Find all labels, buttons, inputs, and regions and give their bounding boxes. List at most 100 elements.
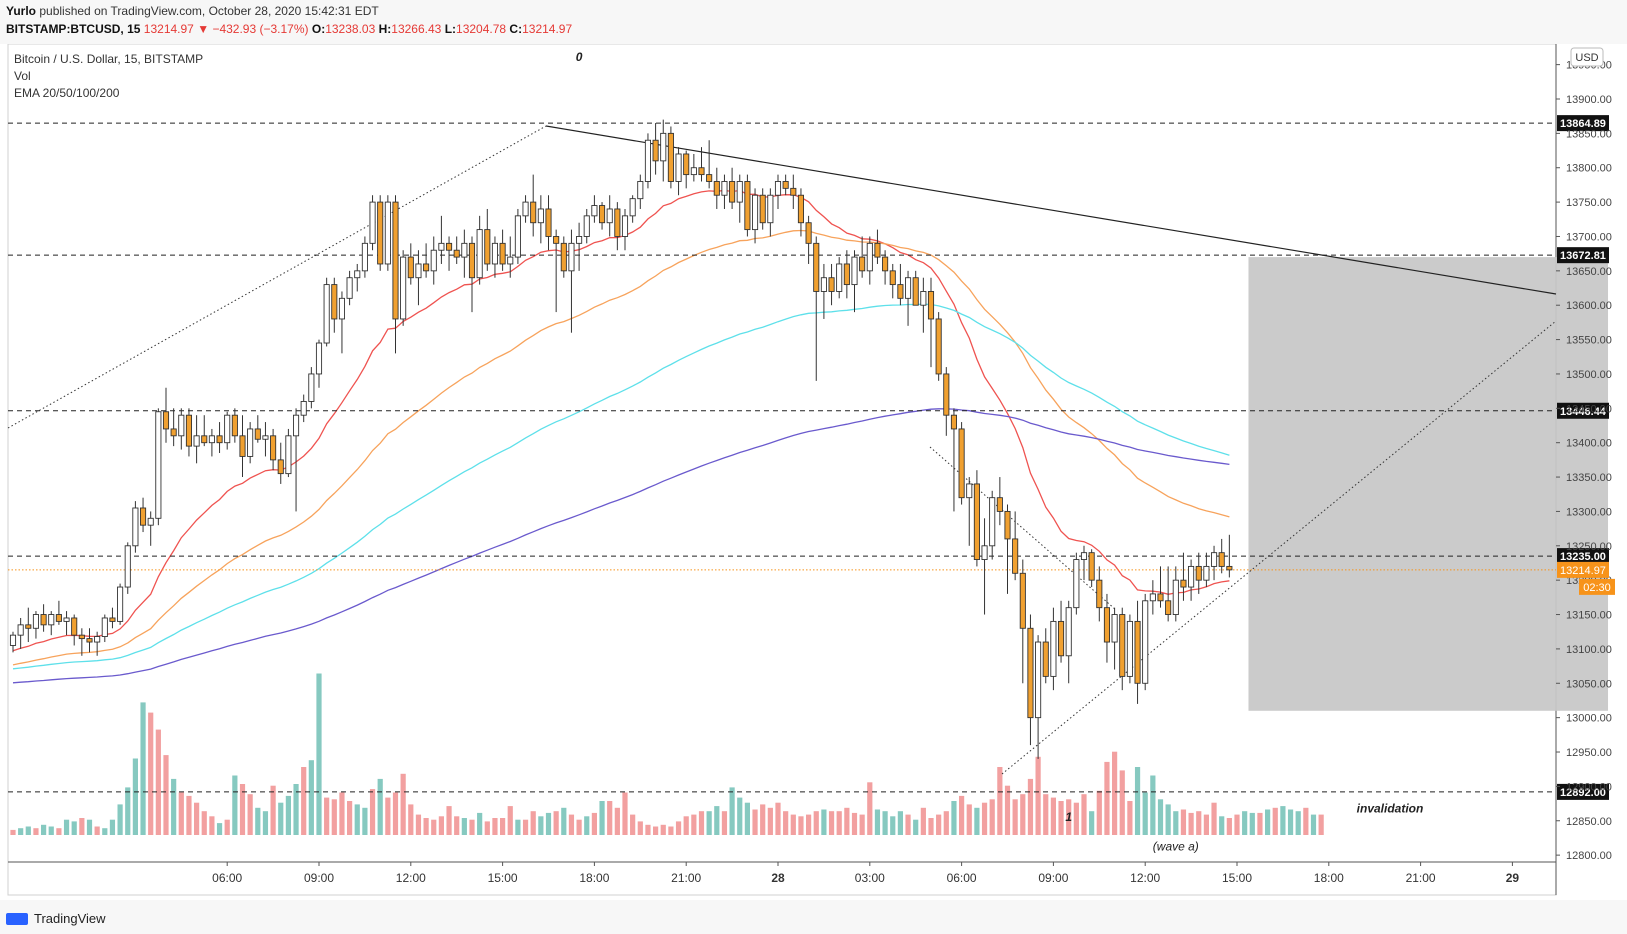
price-tick-label: 13500.00 xyxy=(1566,369,1612,381)
volume-bar xyxy=(178,792,184,835)
volume-bar xyxy=(308,760,314,835)
trendline-dotted-bottom xyxy=(1001,320,1557,775)
candle-body xyxy=(851,256,858,286)
volume-bar xyxy=(729,787,735,835)
volume-bar xyxy=(989,799,995,835)
volume-bar xyxy=(1219,816,1225,835)
candle-body xyxy=(629,198,636,217)
candle-body xyxy=(530,201,537,224)
footer: TradingView xyxy=(0,900,1627,934)
candle-body xyxy=(828,277,835,292)
volume-bar xyxy=(959,795,965,835)
volume-bar xyxy=(377,778,383,835)
volume-bar xyxy=(423,818,429,835)
volume-bar xyxy=(270,785,276,835)
candle-body xyxy=(912,277,919,306)
candle-body xyxy=(683,153,690,176)
volume-bar xyxy=(806,814,812,835)
candle-body xyxy=(1111,614,1118,643)
legend-vol[interactable]: Vol xyxy=(14,69,31,83)
volume-bar xyxy=(591,812,597,835)
volume-bar xyxy=(1012,799,1018,835)
volume-bar xyxy=(530,811,536,835)
volume-bar xyxy=(897,811,903,835)
volume-bar xyxy=(737,797,743,835)
volume-bar xyxy=(385,797,391,835)
volume-bar xyxy=(132,758,138,835)
price-tick-label: 13550.00 xyxy=(1566,335,1612,347)
ema-100-line xyxy=(12,303,1230,670)
volume-bar xyxy=(630,814,636,835)
tradingview-logo-icon xyxy=(6,912,28,925)
ema-200-line xyxy=(12,408,1230,684)
price-axis[interactable]: 13864.89 13672.81 13446.44 13235.00 12892.00… xyxy=(1556,60,1615,863)
horizontal-levels xyxy=(8,122,1556,793)
candle-body xyxy=(101,617,108,637)
candle-body xyxy=(384,201,391,265)
candle-body xyxy=(1004,510,1011,540)
symbol[interactable]: BITSTAMP:BTCUSD, 15 xyxy=(6,22,141,36)
volume-bar xyxy=(209,816,215,835)
volume-bar xyxy=(1119,770,1125,835)
volume-bar xyxy=(18,828,24,835)
candle-body xyxy=(560,242,567,272)
candle-body xyxy=(1134,620,1141,684)
candle-body xyxy=(55,614,62,622)
legend-title[interactable]: Bitcoin / U.S. Dollar, 15, BITSTAMP xyxy=(14,52,203,66)
price-tick-label: 13800.00 xyxy=(1566,163,1612,175)
candle-body xyxy=(813,242,820,292)
volume-bar xyxy=(163,755,169,835)
high-value: 13266.43 xyxy=(391,22,442,36)
level-tag-label: 12892.00 xyxy=(1560,787,1606,799)
candle-body xyxy=(1012,538,1019,574)
currency-badge[interactable]: USD xyxy=(1570,47,1604,67)
candle-body xyxy=(866,242,873,272)
volume-bar xyxy=(890,816,896,835)
candle-body xyxy=(905,277,912,299)
candle-body xyxy=(966,483,973,499)
candle-body xyxy=(499,242,506,265)
level-tag xyxy=(1557,548,1609,565)
volume-bar xyxy=(369,789,376,835)
currency-badge-bg xyxy=(1570,47,1604,67)
low-value: 13204.78 xyxy=(456,22,507,36)
volume-bar xyxy=(783,811,789,835)
volume-bar xyxy=(1265,809,1271,835)
volume-bar xyxy=(1173,811,1179,835)
volume-bar xyxy=(1180,809,1187,835)
candle-body xyxy=(644,139,651,182)
level-tag xyxy=(1557,783,1609,800)
low-label: L: xyxy=(444,22,457,36)
annotations: 0 1 (wave a) invalidation xyxy=(576,50,1424,853)
candle-body xyxy=(660,132,667,162)
legend-ema[interactable]: EMA 20/50/100/200 xyxy=(14,86,120,100)
currency-label: USD xyxy=(1575,52,1598,64)
candle-body xyxy=(109,617,116,622)
price-chart[interactable]: 01(wave a)invalidation 13864.8913672.811… xyxy=(0,44,1627,900)
candle-body xyxy=(1065,607,1072,657)
candle-body xyxy=(805,222,812,244)
price-tick-label: 13150.00 xyxy=(1566,610,1612,622)
volume-bar xyxy=(41,824,47,835)
volume-bar xyxy=(500,818,506,835)
time-tick-label: 21:00 xyxy=(1406,871,1436,885)
candle-body xyxy=(392,201,399,320)
price-tick-label: 13600.00 xyxy=(1566,300,1612,312)
time-axis[interactable]: 06:00 09:00 12:00 15:00 18:00 21:00 28 03:00 06:… xyxy=(212,862,1519,885)
candle-body xyxy=(950,414,957,430)
ema-20-line xyxy=(12,189,1230,652)
volume-bar xyxy=(125,787,131,835)
tradingview-logo[interactable]: TradingView xyxy=(6,911,106,926)
volume-bar xyxy=(538,816,544,835)
volume-bar xyxy=(1203,814,1209,835)
volume-bar xyxy=(469,819,475,835)
author-name[interactable]: Yurlo xyxy=(6,4,37,18)
price-tick-label: 13450.00 xyxy=(1566,403,1612,415)
volume-bar xyxy=(821,809,827,835)
volume-bar xyxy=(928,818,934,835)
trendline-dotted-top xyxy=(7,125,547,429)
volume-bar xyxy=(186,795,192,835)
candle-body xyxy=(690,167,697,176)
volume-bar xyxy=(576,819,582,835)
volume-bar xyxy=(109,819,116,835)
